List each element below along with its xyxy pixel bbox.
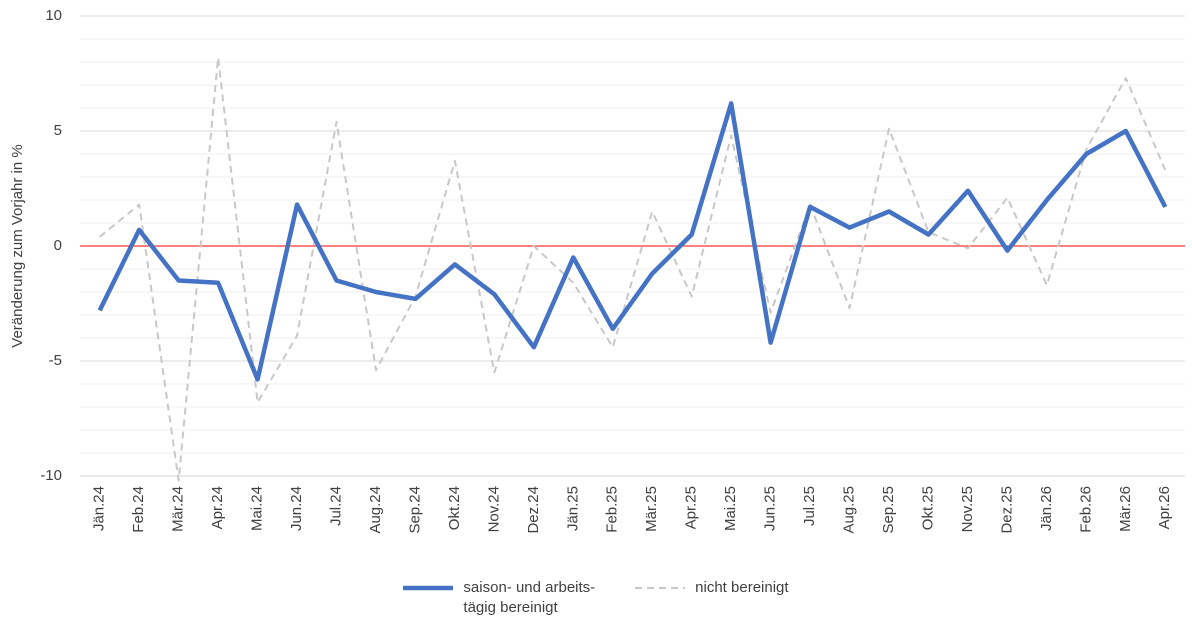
x-tick-label: Okt.24 (446, 486, 463, 530)
x-tick-label: Jun.24 (288, 486, 305, 531)
x-tick-label: Feb.26 (1077, 486, 1094, 533)
x-tick-label: Jun.25 (762, 486, 779, 531)
x-tick-label: Dez.25 (998, 486, 1015, 534)
x-tick-label: Apr.26 (1156, 486, 1173, 529)
x-tick-label: Mär.24 (170, 486, 187, 532)
x-tick-label: Jän.25 (564, 486, 581, 531)
x-tick-label: Apr.25 (683, 486, 700, 529)
x-tick-label: Mär.25 (643, 486, 660, 532)
x-tick-label: Jän.24 (91, 486, 108, 531)
x-tick-label: Aug.25 (841, 486, 858, 534)
x-tick-label: Mär.26 (1117, 486, 1134, 532)
legend: saison- und arbeits- tägig bereinigt nich… (0, 578, 1192, 618)
y-tick-label: 0 (54, 237, 62, 254)
x-tick-label: Aug.24 (367, 486, 384, 534)
x-tick-label: Sep.24 (406, 486, 423, 534)
x-tick-label: Sep.25 (880, 486, 897, 534)
legend-label: saison- und arbeits- tägig bereinigt (463, 579, 596, 616)
y-tick-label: 5 (54, 122, 62, 139)
series-line (97, 101, 1168, 382)
y-tick-label: 10 (45, 7, 62, 24)
legend-label: nicht bereinigt (695, 579, 789, 596)
x-tick-label: Dez.24 (525, 486, 542, 534)
legend-swatch (403, 585, 454, 591)
y-axis-label: Veränderung zum Vorjahr in % (9, 144, 26, 347)
y-tick-label: -10 (40, 467, 62, 484)
x-tick-label: Okt.25 (919, 486, 936, 530)
legend-item: saison- und arbeits- tägig bereinigt (403, 578, 595, 618)
x-tick-label: Jän.26 (1038, 486, 1055, 531)
x-tick-label: Apr.24 (209, 486, 226, 529)
series-line (99, 56, 1167, 482)
legend-swatch (635, 587, 686, 589)
y-tick-label: -5 (49, 352, 62, 369)
x-tick-label: Feb.24 (130, 486, 147, 533)
legend-item: nicht bereinigt (635, 578, 789, 618)
x-tick-label: Nov.25 (959, 486, 976, 532)
x-tick-label: Mai.24 (249, 486, 266, 531)
x-tick-label: Nov.24 (485, 486, 502, 532)
x-tick-label: Jul.25 (801, 486, 818, 526)
x-tick-label: Mai.25 (722, 486, 739, 531)
x-tick-label: Feb.25 (604, 486, 621, 533)
x-tick-label: Jul.24 (327, 486, 344, 526)
